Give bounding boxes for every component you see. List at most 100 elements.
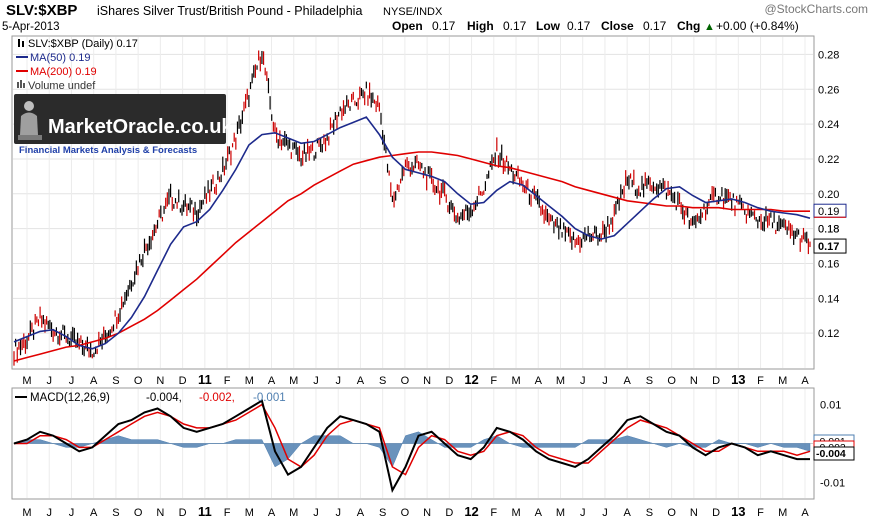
- main-y-tick-label: 0.28: [818, 49, 839, 61]
- macd-x-tick-label: F: [490, 507, 497, 519]
- x-tick-label: J: [580, 375, 586, 387]
- macd-x-tick-label: J: [580, 507, 586, 519]
- thinker-statue-icon: [18, 101, 42, 140]
- logo-tagline: Financial Markets Analysis & Forecasts: [19, 145, 197, 156]
- x-tick-label: A: [268, 375, 276, 387]
- x-tick-label: A: [801, 375, 809, 387]
- x-tick-label: A: [90, 375, 98, 387]
- x-tick-label: J: [46, 375, 52, 387]
- macd-x-tick-label: J: [69, 507, 75, 519]
- macd-x-tick-label: S: [112, 507, 119, 519]
- right-value-text: 0.18: [818, 224, 839, 236]
- exchange-label: NYSE/INDX: [383, 6, 443, 18]
- marketoracle-logo: MarketOracle.co.uk: [14, 94, 233, 144]
- main-y-tick-label: 0.26: [818, 84, 839, 96]
- main-y-tick-label: 0.22: [818, 154, 839, 166]
- low-label: Low: [536, 19, 561, 33]
- legend-main-text: SLV:$XBP (Daily) 0.17: [28, 38, 138, 50]
- macd-x-tick-label: D: [445, 507, 453, 519]
- symbol-title: SLV:$XBP: [6, 2, 77, 19]
- x-tick-label: J: [69, 375, 75, 387]
- open-value: 0.17: [432, 19, 456, 33]
- macd-x-tick-label: 13: [731, 504, 745, 519]
- main-y-tick-label: 0.12: [818, 328, 839, 340]
- right-value-label: 0.17: [813, 238, 847, 254]
- macd-x-tick-label: A: [623, 507, 631, 519]
- volume-legend-icon: [17, 80, 25, 88]
- x-tick-label: S: [646, 375, 653, 387]
- macd-histogram-value: -0.001: [253, 392, 286, 404]
- macd-x-tick-label: D: [179, 507, 187, 519]
- x-tick-label: M: [556, 375, 565, 387]
- macd-x-tick-label: M: [556, 507, 565, 519]
- right-value-text: 0.17: [818, 241, 839, 253]
- macd-x-tick-label: 11: [198, 504, 212, 519]
- x-tick-label: O: [134, 375, 143, 387]
- x-tick-label: M: [245, 375, 254, 387]
- macd-x-tick-label: F: [224, 507, 231, 519]
- x-tick-label: S: [112, 375, 119, 387]
- quote-summary: Open 0.17 High 0.17 Low 0.17 Close 0.17 …: [392, 19, 799, 33]
- x-tick-label: F: [757, 375, 764, 387]
- macd-signal-value: -0.002,: [199, 392, 235, 404]
- x-tick-label: D: [179, 375, 187, 387]
- macd-x-tick-label: S: [646, 507, 653, 519]
- macd-line: [13, 399, 810, 493]
- low-value: 0.17: [567, 19, 591, 33]
- chart-date: 5-Apr-2013: [2, 21, 60, 33]
- macd-x-tick-label: M: [778, 507, 787, 519]
- x-tick-label: N: [690, 375, 698, 387]
- main-y-tick-label: 0.16: [818, 258, 839, 270]
- chg-value: +0.00 (+0.84%): [716, 19, 799, 33]
- macd-x-tick-label: N: [690, 507, 698, 519]
- macd-right-value-label: -0.004: [813, 446, 855, 461]
- macd-x-tick-label: J: [335, 507, 341, 519]
- macd-x-tick-label: F: [757, 507, 764, 519]
- macd-x-tick-label: A: [801, 507, 809, 519]
- ma50-line: [13, 116, 811, 350]
- x-tick-label: 13: [731, 372, 745, 387]
- close-label: Close: [601, 19, 634, 33]
- x-tick-label: J: [602, 375, 608, 387]
- main-y-tick-label: 0.18: [818, 224, 839, 236]
- macd-x-tick-label: O: [134, 507, 143, 519]
- macd-y-tick-label: -0.01: [820, 477, 845, 489]
- x-tick-label: M: [511, 375, 520, 387]
- x-tick-label: O: [401, 375, 410, 387]
- high-value: 0.17: [503, 19, 527, 33]
- x-tick-label: D: [445, 375, 453, 387]
- macd-x-tick-label: J: [602, 507, 608, 519]
- macd-x-tick-label: O: [401, 507, 410, 519]
- x-tick-label: N: [423, 375, 431, 387]
- macd-x-tick-label: A: [268, 507, 276, 519]
- macd-x-tick-label: N: [156, 507, 164, 519]
- high-label: High: [467, 19, 494, 33]
- macd-right-labels: -0.001-0.002-0.004: [813, 434, 855, 461]
- macd-x-tick-label: O: [667, 507, 676, 519]
- main-gridlines: [13, 37, 813, 368]
- macd-x-tick-label: A: [90, 507, 98, 519]
- stockcharts-watermark: @StockCharts.com: [764, 2, 868, 16]
- macd-x-tick-label: N: [423, 507, 431, 519]
- x-tick-label: D: [712, 375, 720, 387]
- macd-x-tick-label: D: [712, 507, 720, 519]
- macd-x-axis: M J J A S O N D 11 F M A M J J A S O N D 12 F M A M J J A S O N D 13 F M A: [22, 504, 809, 519]
- macd-x-tick-label: 12: [464, 504, 478, 519]
- right-value-text: 0.19: [818, 206, 839, 218]
- logo-name: MarketOracle.co.uk: [48, 116, 233, 138]
- legend-ma50-text: MA(50) 0.19: [30, 52, 91, 64]
- main-x-axis: M J J A S O N D 11 F M A M J J A S O N D 12 F M A M J J A S O N D 13 F M A: [22, 372, 809, 387]
- main-panel-frame: [11, 35, 815, 370]
- macd-right-value-text: -0.004: [816, 448, 846, 460]
- right-value-label: 0.18: [818, 224, 839, 236]
- x-tick-label: F: [224, 375, 231, 387]
- main-y-tick-label: 0.20: [818, 189, 839, 201]
- open-label: Open: [392, 19, 423, 33]
- macd-x-tick-label: S: [379, 507, 386, 519]
- x-tick-label: M: [778, 375, 787, 387]
- macd-legend: MACD(12,26,9) -0.004, -0.002, -0.001: [15, 392, 286, 404]
- x-tick-label: A: [623, 375, 631, 387]
- chg-arrow: ▲: [704, 21, 715, 33]
- x-tick-label: N: [156, 375, 164, 387]
